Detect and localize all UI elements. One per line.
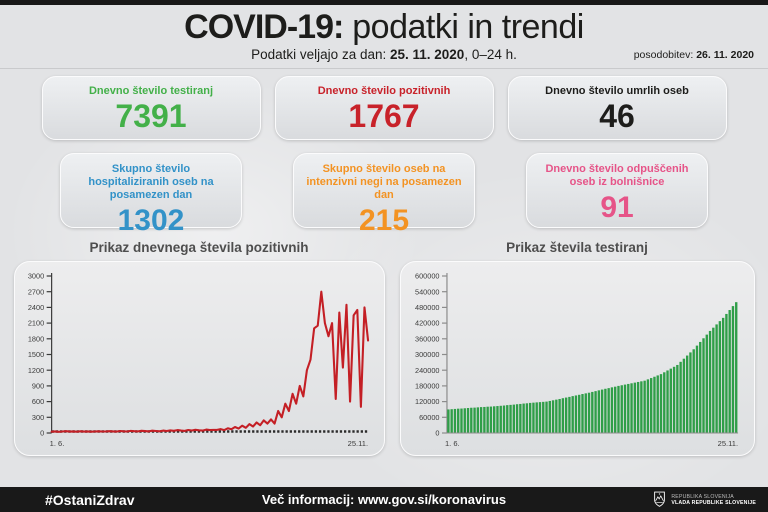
hashtag-ostanizdrav: #OstaniZdrav	[45, 491, 135, 508]
chart-title-positives: Prikaz dnevnega števila pozitivnih	[89, 240, 309, 255]
stats-row-1: Dnevno število testiranj 7391 Dnevno šte…	[0, 76, 768, 140]
info-link[interactable]: Več informacij: www.gov.si/koronavirus	[261, 492, 507, 507]
stat-card-icu: Skupno število oseb na intenzivni negi n…	[293, 153, 475, 237]
svg-text:1. 6.: 1. 6.	[49, 439, 64, 448]
stat-card-discharged: Dnevno število odpuščenih oseb iz bolniš…	[526, 153, 708, 228]
svg-text:1. 6.: 1. 6.	[444, 439, 459, 448]
svg-text:3000: 3000	[27, 272, 43, 281]
update-date-line: posodobitev: 26. 11. 2020	[634, 49, 754, 61]
chart-title-tests: Prikaz števila testiranj	[506, 240, 648, 255]
government-logo: REPUBLIKA SLOVENIJA VLADA REPUBLIKE SLOV…	[653, 487, 756, 512]
charts-section: Prikaz dnevnega števila pozitivnih 0 300 6…	[0, 240, 768, 456]
svg-text:2400: 2400	[27, 303, 43, 312]
page-title-brand: COVID-19:	[184, 8, 344, 46]
header: COVID-19: podatki in trendi Podatki velj…	[0, 5, 768, 62]
svg-text:25.11.: 25.11.	[347, 439, 367, 448]
svg-text:1200: 1200	[27, 366, 43, 375]
stat-label-icu: Skupno število oseb na intenzivni negi n…	[306, 163, 462, 201]
update-date: 26. 11. 2020	[696, 49, 754, 61]
stat-label-discharged: Dnevno število odpuščenih oseb iz bolniš…	[545, 163, 689, 188]
chart-card-positives: 0 300 600 900 1200 1500 1800 2100 2400 2700 3000 1.…	[13, 261, 385, 456]
svg-text:1500: 1500	[27, 350, 43, 359]
svg-text:300000: 300000	[415, 350, 439, 359]
svg-text:360000: 360000	[415, 334, 439, 343]
update-label: posodobitev:	[633, 49, 697, 61]
svg-text:60000: 60000	[419, 413, 439, 422]
svg-text:0: 0	[435, 429, 439, 438]
top-bar	[0, 0, 768, 5]
stat-value-hospitalized: 1302	[117, 204, 185, 237]
data-date: 25. 11. 2020	[389, 47, 465, 62]
svg-text:25.11.: 25.11.	[717, 439, 737, 448]
svg-text:1800: 1800	[27, 334, 43, 343]
government-name: REPUBLIKA SLOVENIJA VLADA REPUBLIKE SLOV…	[671, 494, 756, 506]
svg-text:600000: 600000	[415, 272, 439, 281]
svg-text:420000: 420000	[415, 319, 439, 328]
coat-of-arms-icon	[654, 491, 666, 507]
svg-text:120000: 120000	[415, 397, 439, 406]
header-divider	[0, 68, 768, 69]
positives-line-chart: 0 300 600 900 1200 1500 1800 2100 2400 2700 3000 1.…	[27, 272, 369, 448]
svg-text:480000: 480000	[415, 303, 439, 312]
stat-label-daily-tests: Dnevno število testiranj	[88, 85, 214, 97]
gov-line-2: VLADA REPUBLIKE SLOVENIJE	[671, 499, 756, 506]
svg-text:540000: 540000	[415, 287, 439, 296]
svg-text:2700: 2700	[27, 287, 43, 296]
stat-label-daily-deaths: Dnevno število umrlih oseb	[545, 85, 689, 97]
tests-bar-chart: 0 60000 120000 180000 240000 300000 360000 4200…	[415, 272, 738, 448]
stat-value-daily-tests: 7391	[115, 98, 187, 134]
chart-card-tests: 0 60000 120000 180000 240000 300000 360000 4200…	[399, 261, 755, 456]
chart-block-positives: Prikaz dnevnega števila pozitivnih 0 300 6…	[13, 240, 385, 456]
data-date-prefix: Podatki veljajo za dan:	[251, 47, 390, 62]
gov-line-1: REPUBLIKA SLOVENIJA	[671, 493, 734, 500]
stat-card-daily-deaths: Dnevno število umrlih oseb 46	[507, 76, 727, 140]
svg-text:2100: 2100	[27, 319, 43, 328]
stats-row-2: Skupno število hospitaliziranih oseb na …	[0, 153, 768, 237]
svg-text:900: 900	[31, 381, 43, 390]
stat-value-icu: 215	[358, 204, 410, 237]
svg-text:300: 300	[31, 413, 43, 422]
stat-value-daily-deaths: 46	[599, 98, 635, 134]
footer-bar: #OstaniZdrav Več informacij: www.gov.si/…	[0, 487, 768, 512]
svg-text:0: 0	[40, 429, 44, 438]
stat-card-daily-positives: Dnevno število pozitivnih 1767	[274, 76, 494, 140]
stat-value-daily-positives: 1767	[348, 98, 420, 134]
page-title-rest: podatki in trendi	[343, 8, 584, 46]
svg-text:600: 600	[31, 397, 43, 406]
stat-label-daily-positives: Dnevno število pozitivnih	[317, 85, 451, 97]
chart-block-tests: Prikaz števila testiranj 0 60000 120000 180…	[399, 240, 755, 456]
svg-text:180000: 180000	[415, 381, 439, 390]
stat-label-hospitalized: Skupno število hospitaliziranih oseb na …	[88, 163, 214, 201]
stat-value-discharged: 91	[600, 191, 634, 224]
stat-card-daily-tests: Dnevno število testiranj 7391	[41, 76, 261, 140]
data-date-line: Podatki veljajo za dan: 25. 11. 2020, 0–…	[0, 47, 768, 62]
page-title: COVID-19: podatki in trendi	[0, 8, 768, 46]
svg-text:240000: 240000	[415, 366, 439, 375]
stat-card-hospitalized: Skupno število hospitaliziranih oseb na …	[60, 153, 242, 237]
data-date-suffix: , 0–24 h.	[464, 47, 517, 62]
